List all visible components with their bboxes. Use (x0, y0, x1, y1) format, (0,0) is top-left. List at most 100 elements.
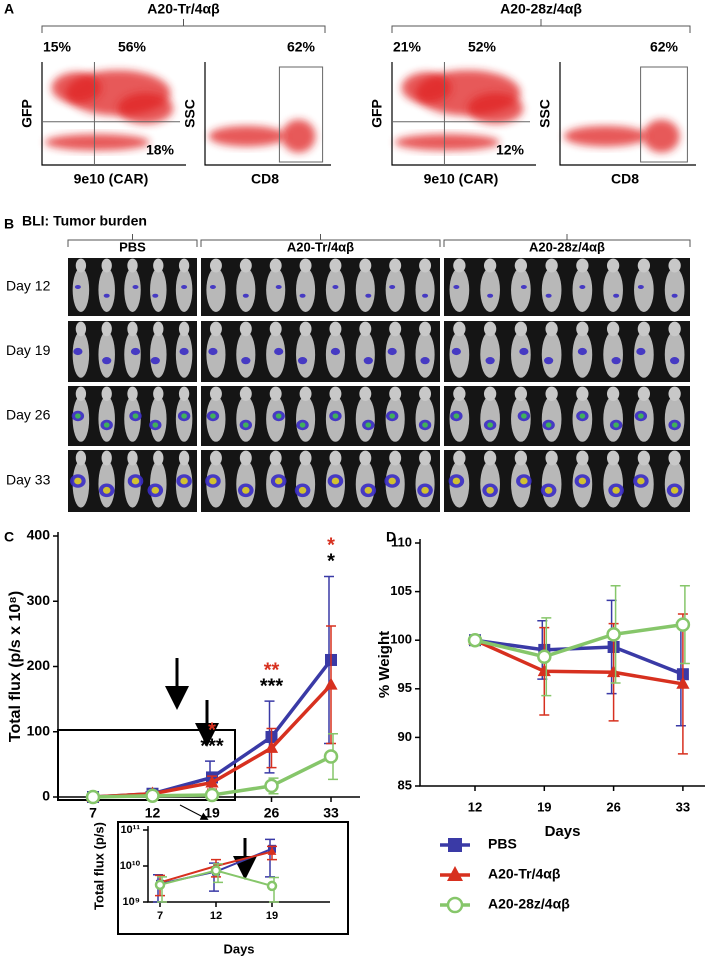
mouse-head (75, 321, 87, 337)
mouse-head (153, 450, 164, 466)
signal (179, 347, 189, 356)
panel-label: C (4, 529, 14, 545)
mouse (72, 267, 90, 312)
day-label: Day 19 (6, 342, 51, 358)
mouse (541, 267, 562, 312)
group-label: PBS (119, 239, 146, 254)
axes (419, 539, 705, 787)
x-tick-label: 12 (468, 799, 482, 814)
signal (332, 285, 339, 289)
mouse-head (637, 450, 651, 466)
mouse-head (419, 321, 432, 337)
series-line (474, 622, 684, 659)
mouse-head (514, 321, 528, 337)
mouse-head (329, 258, 342, 273)
legend-label: A20-Tr/4αβ (488, 866, 561, 882)
signal (208, 347, 218, 356)
mouse-head (209, 450, 222, 466)
signal (579, 413, 586, 419)
mouse (664, 267, 685, 312)
mouse-head (606, 386, 620, 401)
mouse (415, 331, 435, 378)
signal (544, 357, 554, 365)
mouse-head (101, 258, 112, 273)
event-cloud (44, 134, 150, 151)
signal (579, 285, 586, 289)
y-tick-label: 110 (391, 534, 412, 549)
mouse-head (329, 321, 342, 337)
signal (209, 477, 217, 485)
signal (421, 486, 429, 494)
mouse (355, 396, 375, 442)
signal (520, 477, 528, 485)
marker (145, 788, 160, 803)
y-axis-label: Total flux (p/s x 10⁸) (7, 591, 24, 742)
signal (389, 285, 396, 289)
signal (150, 357, 160, 365)
signal (638, 413, 644, 419)
mouse-head (299, 450, 312, 466)
x-axis-label: CD8 (251, 171, 279, 187)
signal (103, 293, 110, 298)
signal (102, 486, 111, 494)
day-label: Day 12 (6, 278, 51, 294)
mouse (124, 267, 141, 312)
y-axis-label: GFP (19, 99, 35, 128)
mouse-head (209, 321, 222, 337)
signal (73, 347, 83, 356)
signal (299, 422, 306, 428)
mouse-head (576, 321, 589, 337)
bracket (443, 234, 691, 247)
x-tick-label: 19 (537, 799, 551, 814)
signal (364, 486, 373, 494)
signal (181, 285, 188, 289)
y-axis-label: SSC (182, 99, 198, 128)
mouse-head (359, 258, 372, 273)
bli-title: BLI: Tumor burden (22, 213, 147, 229)
legend-label: PBS (488, 836, 517, 852)
x-axis-label: 9e10 (CAR) (74, 171, 149, 187)
event-cloud (401, 72, 452, 104)
signal (486, 486, 494, 494)
mouse-head (545, 450, 558, 466)
signal (132, 413, 139, 419)
group-label: A20-Tr/4αβ (287, 239, 354, 254)
signal (152, 422, 159, 428)
signal (451, 347, 461, 356)
signal (210, 413, 216, 419)
gate-percent: 62% (650, 39, 679, 55)
series-line (474, 638, 684, 686)
significance-label: * (327, 551, 335, 573)
x-tick-label: 12 (145, 805, 161, 821)
signal (103, 422, 110, 428)
signal (242, 293, 249, 298)
signal (102, 357, 112, 365)
mouse-head (329, 386, 342, 401)
mouse-head (453, 321, 466, 337)
marker (266, 880, 278, 892)
mouse-head (75, 450, 87, 466)
axes (147, 826, 330, 903)
signal (670, 486, 679, 494)
mouse-head (637, 258, 651, 273)
mouse-head (127, 321, 138, 337)
mouse (449, 267, 470, 312)
gate-percent: 62% (287, 39, 316, 55)
signal (152, 293, 159, 298)
signal (299, 293, 306, 298)
y-tick-label: 90 (398, 729, 412, 744)
marker (210, 865, 222, 876)
mouse (206, 331, 226, 378)
mouse-head (359, 450, 372, 466)
mouse (664, 331, 685, 378)
mouse-head (299, 386, 312, 401)
marker (607, 665, 621, 678)
marker (264, 740, 279, 753)
mouse-head (545, 386, 558, 401)
event-cloud (467, 92, 524, 124)
mouse (480, 396, 500, 442)
x-axis-label: Days (223, 941, 254, 956)
mouse-head (269, 321, 282, 337)
mouse (296, 267, 316, 312)
mouse (603, 396, 623, 442)
